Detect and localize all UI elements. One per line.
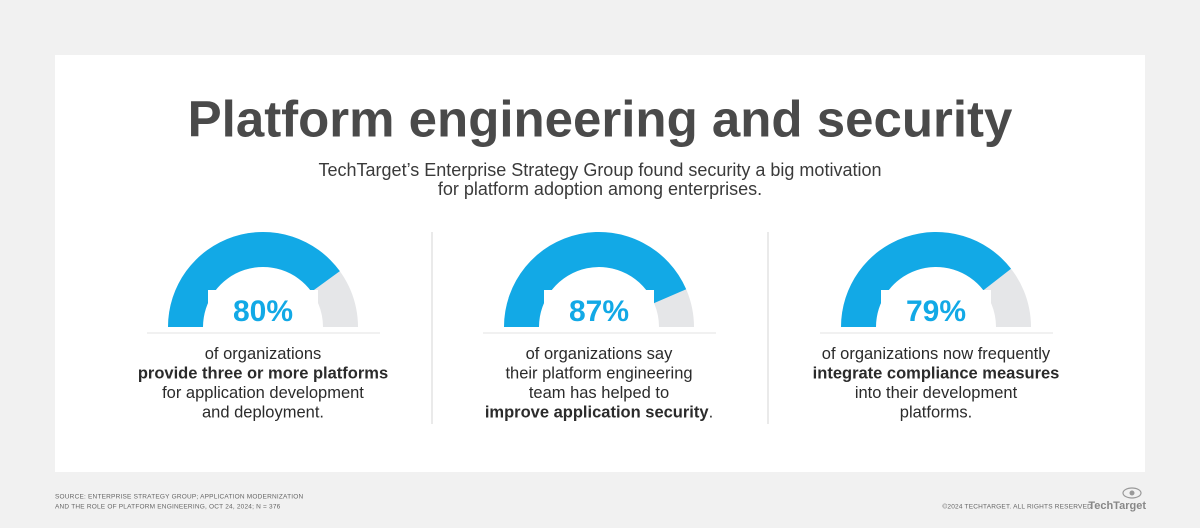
gauge-label-bg: [544, 290, 654, 332]
gauge-arc: [168, 231, 340, 327]
subtitle: TechTarget’s Enterprise Strategy Group f…: [319, 160, 882, 180]
description-line: of organizations say: [526, 345, 674, 363]
description-text: into their development: [855, 384, 1018, 402]
gauge-label-bg: [881, 290, 991, 332]
logo-icon: [1122, 487, 1142, 499]
description-text: of organizations say: [526, 345, 674, 363]
chart-title: Platform engineering and security: [188, 90, 1013, 147]
copyright: ©2024 TECHTARGET. ALL RIGHTS RESERVED: [942, 503, 1092, 511]
description-text: .: [709, 404, 714, 422]
gauge-arc: [504, 232, 687, 327]
description-line: of organizations: [205, 345, 322, 363]
description-text: integrate compliance measures: [813, 365, 1060, 383]
description-text: and deployment.: [202, 404, 324, 422]
source-note: SOURCE: ENTERPRISE STRATEGY GROUP; APPLI…: [55, 494, 304, 501]
value-label: 79%: [906, 295, 966, 328]
description-text: for application development: [162, 384, 364, 402]
logo-pupil: [1129, 490, 1135, 496]
description-line: platforms.: [900, 404, 972, 422]
description-text: provide three or more platforms: [138, 365, 388, 383]
description-line: and deployment.: [202, 404, 324, 422]
description-text: platforms.: [900, 404, 972, 422]
description-text: of organizations now frequently: [822, 345, 1051, 363]
description-line: for application development: [162, 384, 364, 402]
description-line: integrate compliance measures: [813, 365, 1060, 383]
gauge-label-bg: [208, 290, 318, 332]
description-text: of organizations: [205, 345, 322, 363]
logo-text: TechTarget: [1088, 500, 1146, 512]
description-text: improve application security: [485, 404, 710, 422]
description-line: their platform engineering: [505, 365, 692, 383]
description-line: of organizations now frequently: [822, 345, 1051, 363]
description-text: their platform engineering: [505, 365, 692, 383]
value-label: 87%: [569, 295, 629, 328]
gauge-arc: [841, 231, 1012, 327]
description-line: into their development: [855, 384, 1018, 402]
value-label: 80%: [233, 295, 293, 328]
description-line: improve application security.: [485, 404, 713, 422]
description-line: team has helped to: [529, 384, 669, 402]
subtitle: for platform adoption among enterprises.: [438, 179, 762, 199]
description-line: provide three or more platforms: [138, 365, 388, 383]
description-text: team has helped to: [529, 384, 669, 402]
source-note: AND THE ROLE OF PLATFORM ENGINEERING, OC…: [55, 504, 281, 511]
logo-eye: [1122, 487, 1142, 499]
